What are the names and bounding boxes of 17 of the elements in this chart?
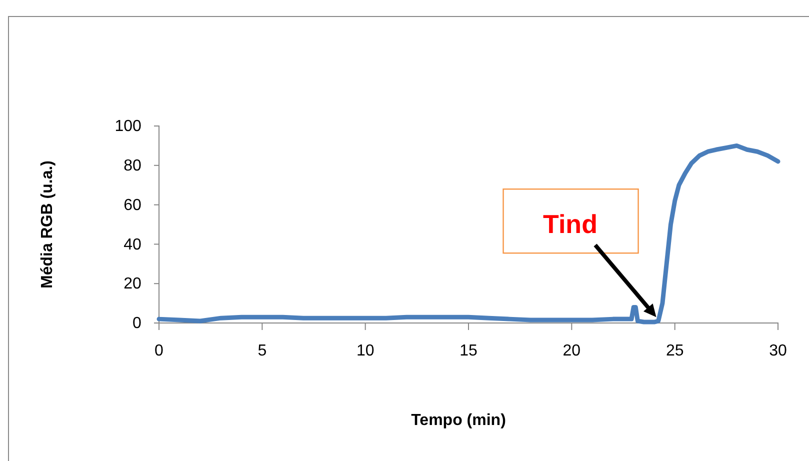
y-axis-title: Média RGB (u.a.) bbox=[39, 160, 56, 289]
x-tick-label: 10 bbox=[356, 342, 374, 360]
x-tick-label: 0 bbox=[154, 342, 164, 360]
line-series bbox=[156, 143, 780, 324]
y-tick-label: 60 bbox=[124, 196, 142, 214]
y-tick-label: 80 bbox=[124, 158, 142, 175]
x-tick-label: 15 bbox=[460, 342, 478, 360]
x-tick-label: 5 bbox=[258, 342, 267, 360]
y-tick-label: 0 bbox=[132, 315, 142, 332]
x-tick-label: 25 bbox=[666, 342, 684, 360]
x-tick-label: 30 bbox=[769, 342, 787, 360]
annotation: Tind bbox=[543, 209, 598, 240]
y-tick-label: 20 bbox=[124, 276, 142, 293]
y-tick-label: 40 bbox=[124, 236, 142, 254]
x-axis-title: Tempo (min) bbox=[411, 412, 506, 429]
x-tick-label: 20 bbox=[562, 342, 581, 360]
y-tick-label: 100 bbox=[114, 118, 142, 136]
